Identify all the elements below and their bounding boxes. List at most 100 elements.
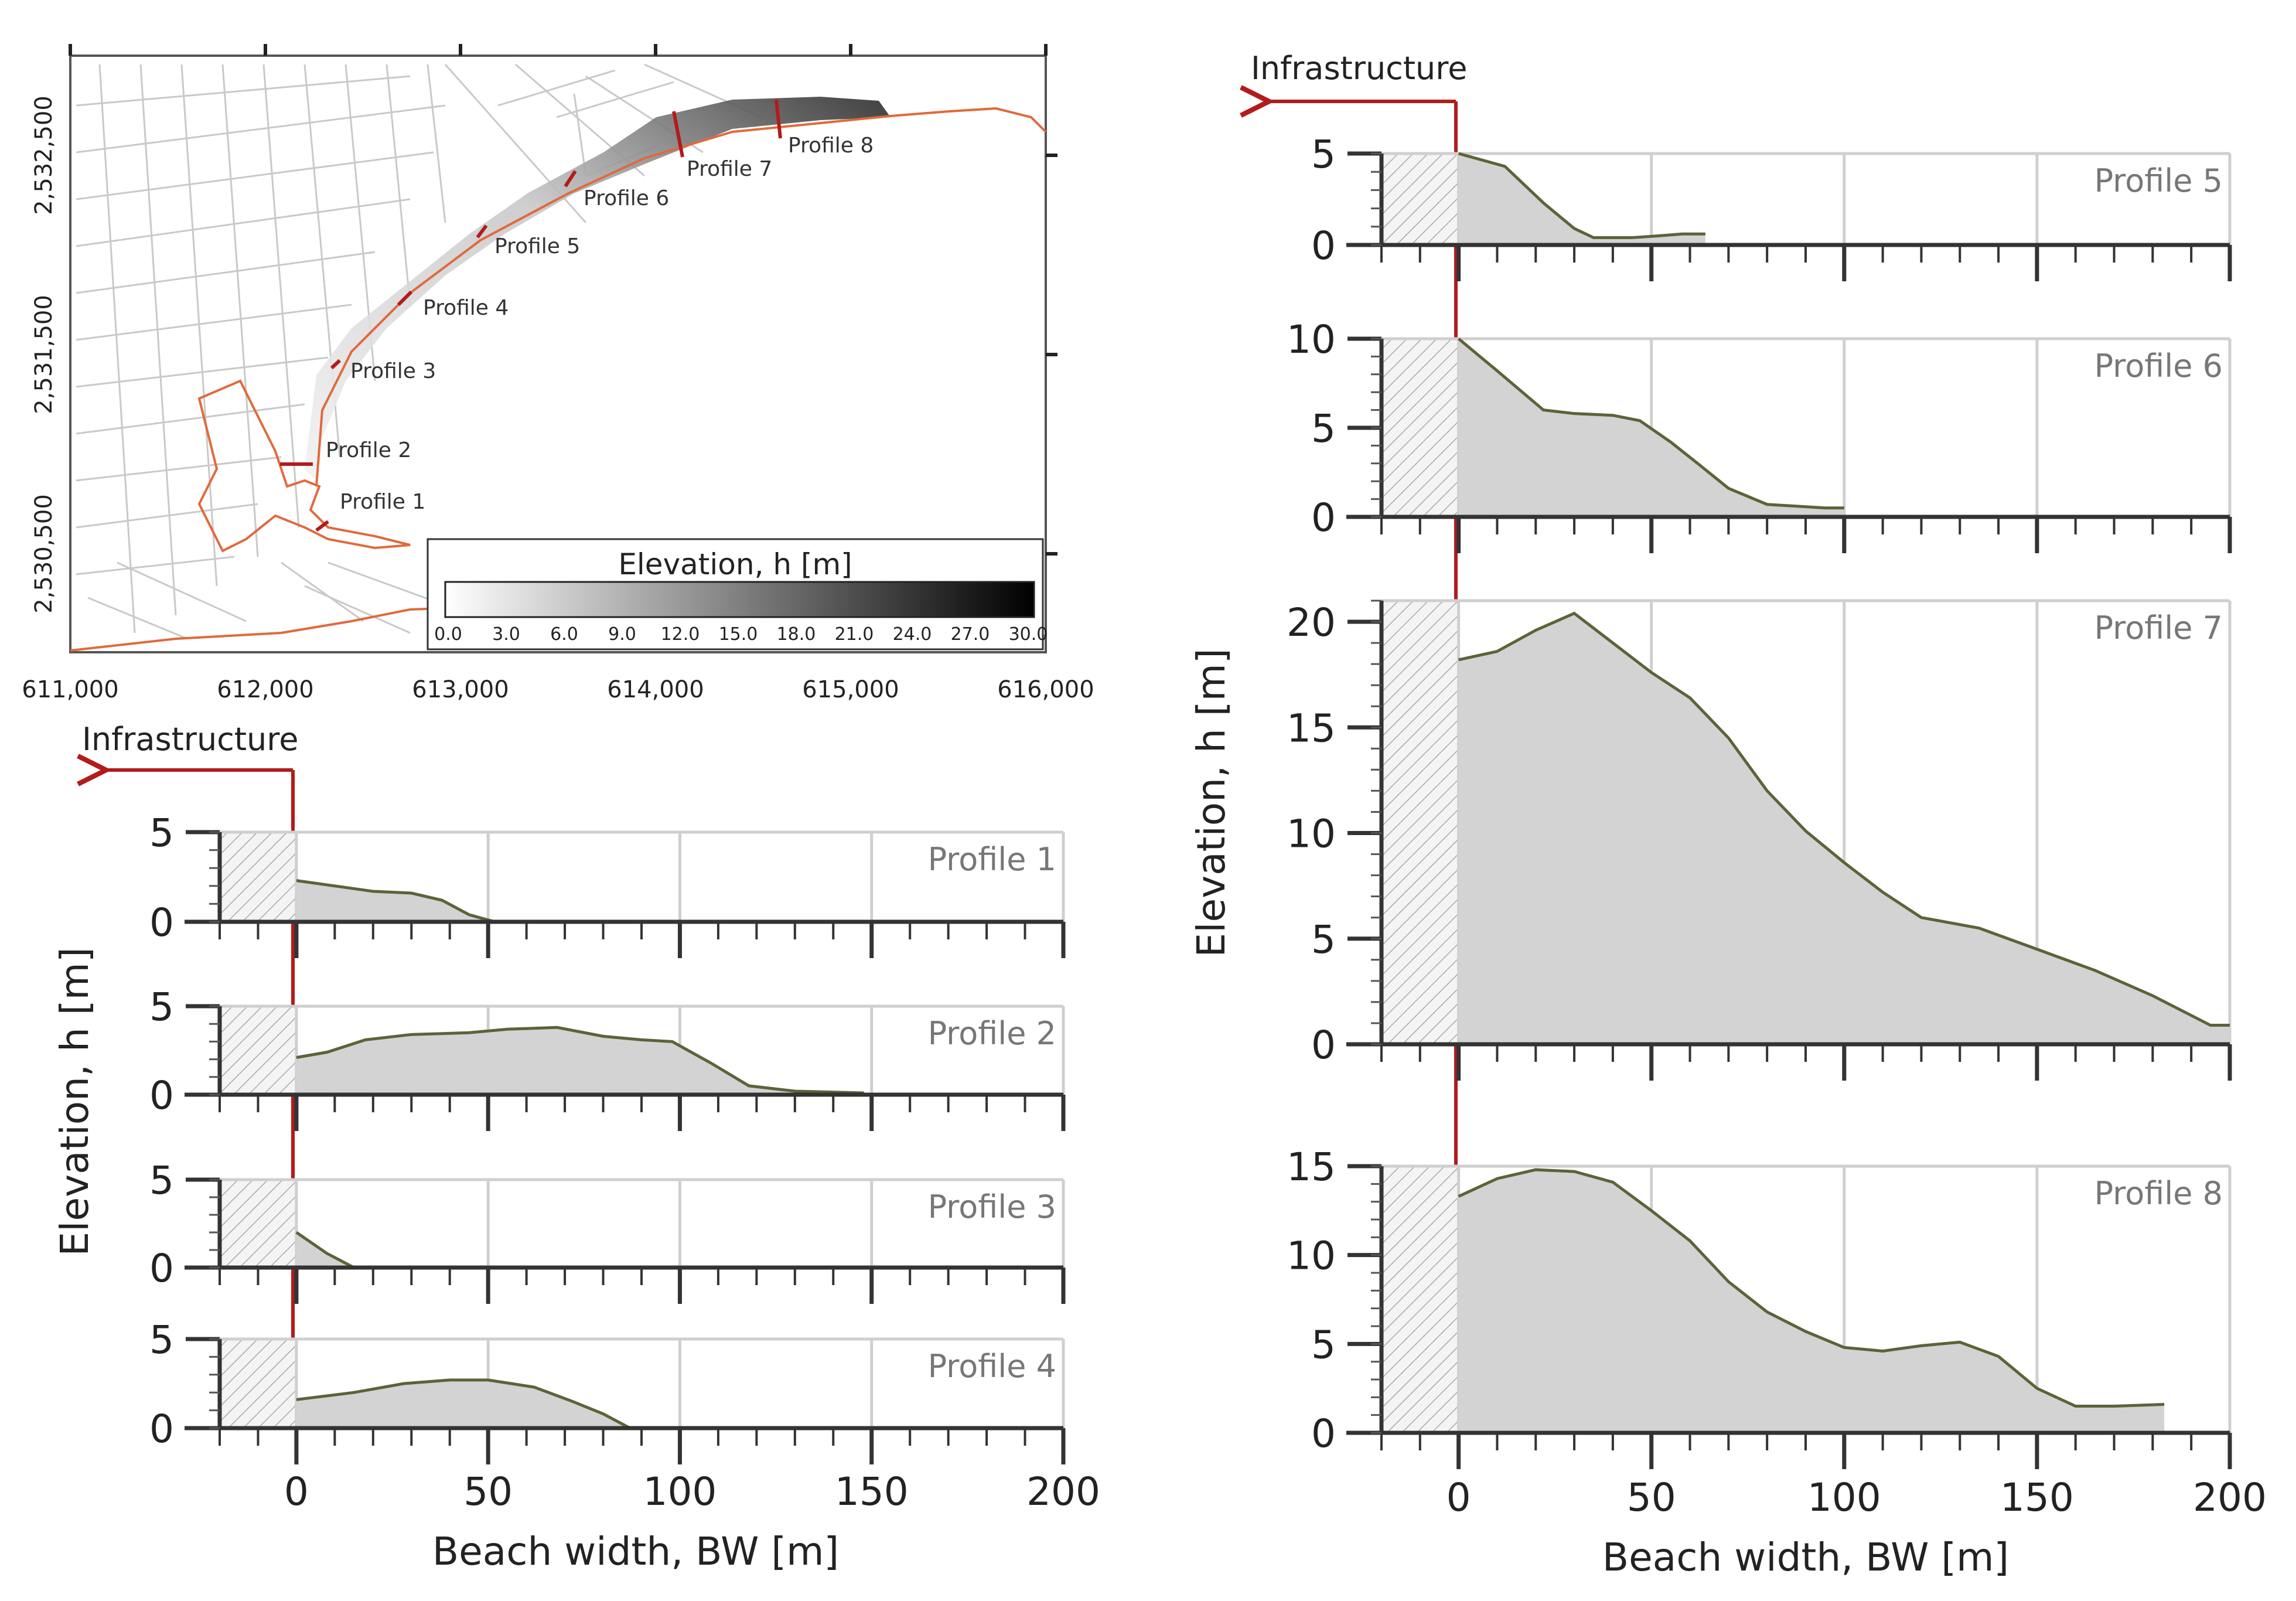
map-y-tick-label: 2,530,500 xyxy=(30,494,57,614)
colorbar-tick-label: 15.0 xyxy=(719,624,758,645)
profile-chart: 20 15 10 5 0 Profile 7 xyxy=(1287,599,2232,1081)
profile-area xyxy=(1458,154,1705,245)
location-map: Profile 1 Profile 2 Profile 3 Profile 4 … xyxy=(22,44,1094,703)
profile-line xyxy=(296,1378,631,1430)
y-tick-label: 15 xyxy=(1287,706,1336,751)
y-tick-label: 5 xyxy=(149,985,174,1030)
profile-area xyxy=(1458,339,1844,517)
y-tick-label: 5 xyxy=(1311,132,1336,177)
map-y-tick-label: 2,531,500 xyxy=(30,295,57,414)
profile-line xyxy=(1458,338,1844,510)
y-tick-label: 5 xyxy=(149,1158,174,1203)
colorbar-tick-label: 9.0 xyxy=(608,624,636,645)
y-tick-label: 5 xyxy=(149,1317,174,1362)
x-tick-label: 50 xyxy=(463,1469,513,1514)
y-tick-label: 20 xyxy=(1287,600,1336,645)
profile-title: Profile 7 xyxy=(2094,609,2223,646)
infrastructure-hatch xyxy=(1381,154,1459,245)
profile-1-marker xyxy=(315,520,329,532)
map-x-tick-label: 613,000 xyxy=(412,676,509,703)
profile-chart: 5 0 Profile 5 xyxy=(1311,132,2232,281)
street-network xyxy=(76,63,762,640)
colorbar-tick-label: 21.0 xyxy=(835,624,874,645)
y-tick-label: 0 xyxy=(149,1246,174,1291)
y-tick-label: 5 xyxy=(1311,1322,1336,1367)
profile-markers xyxy=(280,99,782,532)
x-tick-label: 150 xyxy=(835,1469,909,1514)
profile-chart: 5 0 Profile 4 xyxy=(149,1317,1066,1464)
colorbar-tick-label: 12.0 xyxy=(661,624,700,645)
y-tick-label: 0 xyxy=(1311,1023,1336,1068)
y-tick-label: 0 xyxy=(1311,1411,1336,1456)
colorbar-tick-label: 30.0 xyxy=(1009,624,1048,645)
profile-8-marker xyxy=(775,99,782,139)
profile-title: Profile 3 xyxy=(928,1188,1056,1225)
profile-7-marker xyxy=(672,111,684,158)
colorbar-tick-label: 18.0 xyxy=(777,624,816,645)
profile-area xyxy=(1458,613,2230,1044)
map-profile-label: Profile 4 xyxy=(423,296,509,320)
colorbar-title: Elevation, h [m] xyxy=(618,547,852,581)
infrastructure-hatch xyxy=(220,1006,296,1095)
y-tick-label: 0 xyxy=(1311,495,1336,540)
y-tick-label: 0 xyxy=(149,900,174,945)
y-tick-label: 0 xyxy=(149,1406,174,1452)
x-tick-label: 0 xyxy=(1446,1475,1471,1520)
x-tick-label: 200 xyxy=(1026,1469,1100,1514)
infrastructure-label: Infrastructure xyxy=(82,721,299,758)
colorbar-tick-label: 0.0 xyxy=(434,624,462,645)
profile-chart: 5 0 Profile 2 xyxy=(149,985,1066,1131)
profile-chart: 15 10 5 0 Profile 8 xyxy=(1287,1144,2232,1469)
colorbar xyxy=(444,581,1035,618)
profile-6-marker xyxy=(564,170,577,188)
map-profile-label: Profile 8 xyxy=(788,134,874,158)
map-profile-label: Profile 7 xyxy=(687,157,772,181)
y-tick-label: 5 xyxy=(149,810,174,856)
profile-charts: 5 0 Profile 1 5 0 Profile 2 5 0 Profile 3 5 0 Profi… xyxy=(149,132,2232,1469)
colorbar-legend: Elevation, h [m] 0.0 3.0 6.0 9.0 12.0 15.0 18.… xyxy=(427,538,1048,650)
map-x-tick-label: 616,000 xyxy=(997,676,1094,703)
profile-line xyxy=(1458,152,1705,240)
x-tick-label: 100 xyxy=(643,1469,717,1514)
map-profile-label: Profile 3 xyxy=(350,359,436,383)
infrastructure-hatch xyxy=(220,1339,296,1428)
profile-area xyxy=(296,1027,864,1095)
colorbar-tick-label: 24.0 xyxy=(893,624,932,645)
y-tick-label: 5 xyxy=(1311,917,1336,962)
profile-area xyxy=(1458,1170,2165,1433)
infrastructure-hatch xyxy=(220,1180,296,1268)
map-x-tick-label: 611,000 xyxy=(22,676,118,703)
profile-area xyxy=(296,880,496,922)
map-y-tick-label: 2,532,500 xyxy=(30,96,57,215)
y-axis-label: Elevation, h [m] xyxy=(1189,648,1234,957)
map-profile-label: Profile 2 xyxy=(326,438,411,462)
profile-line xyxy=(295,1231,355,1269)
infrastructure-hatch xyxy=(1381,601,1459,1044)
y-axis-label: Elevation, h [m] xyxy=(52,947,97,1256)
profile-chart: 5 0 Profile 1 xyxy=(149,810,1066,958)
profile-line xyxy=(296,1026,864,1095)
y-tick-label: 0 xyxy=(149,1073,174,1118)
profile-title: Profile 5 xyxy=(2094,162,2223,199)
profile-line xyxy=(1458,611,2230,1027)
left-profiles-panel: Infrastructure Elevation, h [m] Beach wi… xyxy=(52,721,1100,1574)
colorbar-tick-label: 3.0 xyxy=(492,624,520,645)
y-tick-label: 10 xyxy=(1287,812,1336,857)
map-x-tick-label: 615,000 xyxy=(802,676,899,703)
infrastructure-hatch xyxy=(1381,339,1459,517)
profile-title: Profile 1 xyxy=(928,841,1056,878)
colorbar-tick-label: 27.0 xyxy=(951,624,990,645)
x-tick-label: 0 xyxy=(284,1469,309,1514)
profile-chart: 5 0 Profile 3 xyxy=(149,1158,1066,1304)
x-tick-label: 200 xyxy=(2193,1475,2267,1520)
y-tick-label: 5 xyxy=(1311,406,1336,451)
infrastructure-label: Infrastructure xyxy=(1251,50,1468,87)
harbour-outline xyxy=(197,379,411,553)
profile-title: Profile 6 xyxy=(2094,348,2223,384)
y-tick-label: 10 xyxy=(1287,1234,1336,1279)
map-x-tick-label: 614,000 xyxy=(607,676,704,703)
coastline xyxy=(315,107,1047,487)
profile-line xyxy=(296,879,496,924)
profile-title: Profile 2 xyxy=(928,1015,1056,1052)
